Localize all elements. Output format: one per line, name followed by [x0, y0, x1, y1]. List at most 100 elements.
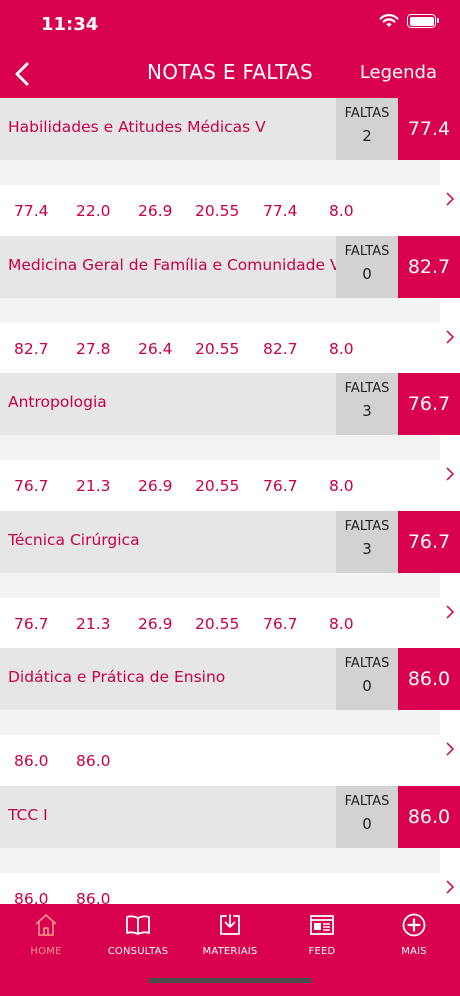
tab-label: FEED: [308, 946, 336, 957]
grades-list: Habilidades e Atitudes Médicas V FALTAS …: [0, 98, 460, 904]
status-time: 11:34: [41, 14, 99, 35]
subject-card[interactable]: Antropologia FALTAS 3 76.7 76.7 21.3 26.…: [0, 373, 460, 511]
absences-box: FALTAS 0: [336, 648, 398, 710]
scores-row[interactable]: 76.7 21.3 26.9 20.55 76.7 8.0: [0, 598, 460, 646]
subject-card[interactable]: Didática e Prática de Ensino FALTAS 0 86…: [0, 648, 460, 786]
subject-card[interactable]: Habilidades e Atitudes Médicas V FALTAS …: [0, 98, 460, 236]
home-indicator: [148, 978, 312, 983]
score-value: 76.7: [14, 614, 49, 633]
absences-count: 2: [362, 127, 372, 145]
chevron-right-icon[interactable]: [445, 191, 455, 207]
absences-label: FALTAS: [344, 381, 390, 396]
tab-bar: HOME CONSULTAS MATERIAIS FEED MAIS: [0, 904, 460, 996]
page-title: NOTAS E FALTAS: [146, 60, 314, 84]
score-value: 82.7: [263, 339, 298, 358]
plus-circle-icon: [402, 913, 426, 937]
tab-home[interactable]: HOME: [0, 912, 92, 968]
scores-row[interactable]: 86.0 86.0: [0, 735, 460, 783]
subject-name: Antropologia: [8, 393, 107, 411]
scores-row[interactable]: 76.7 21.3 26.9 20.55 76.7 8.0: [0, 460, 460, 508]
newspaper-icon: [310, 915, 334, 935]
subject-name: Habilidades e Atitudes Médicas V: [8, 118, 266, 136]
score-value: 22.0: [76, 202, 111, 220]
score-value: 8.0: [329, 477, 354, 495]
scores-row[interactable]: 86.0 86.0: [0, 873, 460, 905]
score-value: 77.4: [263, 202, 298, 220]
absences-box: FALTAS 3: [336, 510, 398, 573]
final-grade: 76.7: [398, 373, 460, 435]
absences-count: 3: [362, 539, 372, 558]
tab-label: MATERIAIS: [202, 946, 258, 957]
subject-card[interactable]: Técnica Cirúrgica FALTAS 3 76.7 76.7 21.…: [0, 510, 460, 649]
absences-count: 3: [362, 402, 372, 420]
score-value: 86.0: [76, 752, 111, 770]
absences-box: FALTAS 0: [336, 235, 398, 298]
tab-feed[interactable]: FEED: [276, 912, 368, 968]
score-value: 21.3: [76, 477, 111, 495]
absences-count: 0: [362, 677, 372, 695]
absences-label: FALTAS: [344, 518, 390, 534]
tab-label: CONSULTAS: [107, 946, 169, 957]
score-value: 26.4: [138, 339, 173, 358]
score-value: 8.0: [329, 202, 354, 220]
tab-label: HOME: [30, 946, 62, 957]
scores-row[interactable]: 77.4 22.0 26.9 20.55 77.4 8.0: [0, 185, 460, 233]
subject-card[interactable]: Medicina Geral de Família e Comunidade V…: [0, 235, 460, 374]
book-icon: [126, 915, 150, 935]
absences-count: 0: [362, 814, 372, 833]
score-value: 8.0: [329, 339, 354, 358]
final-grade: 86.0: [398, 648, 460, 710]
absences-label: FALTAS: [344, 656, 390, 671]
score-value: 26.9: [138, 614, 173, 633]
final-grade: 77.4: [398, 98, 460, 160]
score-value: 76.7: [263, 614, 298, 633]
score-value: 86.0: [14, 752, 49, 770]
home-icon: [35, 914, 57, 936]
score-value: 26.9: [138, 477, 173, 495]
score-value: 86.0: [76, 889, 111, 905]
absences-label: FALTAS: [344, 106, 390, 121]
chevron-right-icon[interactable]: [445, 741, 455, 757]
absences-label: FALTAS: [344, 243, 390, 259]
header: 11:34 NOTAS E FALTAS Legenda: [0, 0, 460, 98]
final-grade: 76.7: [398, 510, 460, 573]
score-value: 20.55: [195, 477, 240, 495]
absences-label: FALTAS: [344, 793, 390, 809]
score-value: 20.55: [195, 202, 240, 220]
score-value: 77.4: [14, 202, 49, 220]
tab-label: MAIS: [401, 946, 427, 957]
score-value: 20.55: [195, 339, 240, 358]
subject-card[interactable]: TCC I FALTAS 0 86.0 86.0 86.0: [0, 785, 460, 905]
absences-count: 0: [362, 264, 372, 283]
score-value: 26.9: [138, 202, 173, 220]
chevron-right-icon[interactable]: [445, 604, 455, 620]
status-icons: [379, 14, 439, 28]
score-value: 82.7: [14, 339, 49, 358]
scores-row[interactable]: 82.7 27.8 26.4 20.55 82.7 8.0: [0, 323, 460, 371]
chevron-right-icon[interactable]: [445, 879, 455, 895]
tab-consultas[interactable]: CONSULTAS: [92, 912, 184, 968]
subject-name: TCC I: [8, 805, 48, 824]
score-value: 76.7: [263, 477, 298, 495]
legend-button[interactable]: Legenda: [359, 62, 437, 83]
score-value: 20.55: [195, 614, 240, 633]
tab-mais[interactable]: MAIS: [368, 912, 460, 968]
download-icon: [220, 914, 240, 935]
back-chevron-icon[interactable]: [10, 58, 36, 90]
score-value: 8.0: [329, 614, 354, 633]
final-grade: 86.0: [398, 785, 460, 848]
final-grade: 82.7: [398, 235, 460, 298]
score-value: 86.0: [14, 889, 49, 905]
absences-box: FALTAS 0: [336, 785, 398, 848]
score-value: 27.8: [76, 339, 111, 358]
absences-box: FALTAS 2: [336, 98, 398, 160]
subject-name: Técnica Cirúrgica: [8, 530, 140, 549]
tab-materiais[interactable]: MATERIAIS: [184, 912, 276, 968]
chevron-right-icon[interactable]: [445, 466, 455, 482]
chevron-right-icon[interactable]: [445, 329, 455, 345]
absences-box: FALTAS 3: [336, 373, 398, 435]
battery-icon: [407, 14, 439, 28]
subject-name: Medicina Geral de Família e Comunidade V: [8, 255, 341, 274]
wifi-icon: [379, 14, 399, 27]
subject-name: Didática e Prática de Ensino: [8, 668, 226, 686]
